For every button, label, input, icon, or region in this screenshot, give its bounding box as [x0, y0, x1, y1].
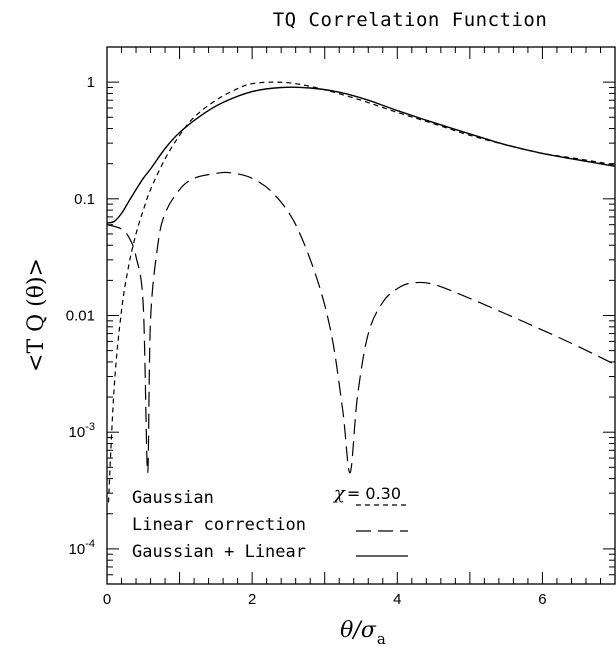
- series-line-1: [106, 171, 616, 474]
- chart-title: TQ Correlation Function: [273, 9, 548, 31]
- x-tick-label: 2: [248, 591, 256, 608]
- y-axis-label: <T Q (θ)>: [24, 258, 49, 372]
- x-tick-label: 0: [103, 591, 111, 608]
- x-tick-label: 6: [538, 591, 546, 608]
- legend-label-gaussian: Gaussian: [132, 488, 214, 508]
- y-tick-label-base: 10: [69, 541, 86, 558]
- chi-annotation: χ = 0.30: [332, 483, 401, 504]
- y-tick-label: 10-3: [69, 421, 95, 441]
- x-axis-label: θ/σa: [340, 618, 386, 648]
- legend: Gaussian Linear correction Gaussian + Li…: [132, 488, 408, 562]
- x-axis-label-main: θ/σ: [340, 618, 377, 643]
- y-tick-label: 0.01: [66, 308, 95, 325]
- y-tick-label: 0.1: [74, 191, 95, 208]
- chi-value: = 0.30: [347, 484, 401, 503]
- series-line-0: [107, 81, 616, 503]
- y-tick-label: 1: [87, 74, 95, 91]
- x-tick-label: 4: [393, 591, 401, 608]
- x-axis-label-sub: a: [377, 630, 386, 648]
- series-layer: [106, 81, 616, 503]
- y-tick-label: 10-4: [69, 538, 95, 558]
- series-line-2: [106, 86, 616, 224]
- y-tick-label-exponent: -4: [85, 538, 95, 550]
- y-tick-label-base: 10: [69, 424, 86, 441]
- legend-label-linear: Linear correction: [132, 515, 306, 535]
- legend-label-combined: Gaussian + Linear: [132, 542, 306, 562]
- x-tick-labels: 0 2 4 6: [103, 591, 547, 608]
- chi-symbol: χ: [332, 483, 346, 504]
- y-tick-label-exponent: -3: [85, 421, 95, 433]
- axis-ticks: [106, 46, 616, 585]
